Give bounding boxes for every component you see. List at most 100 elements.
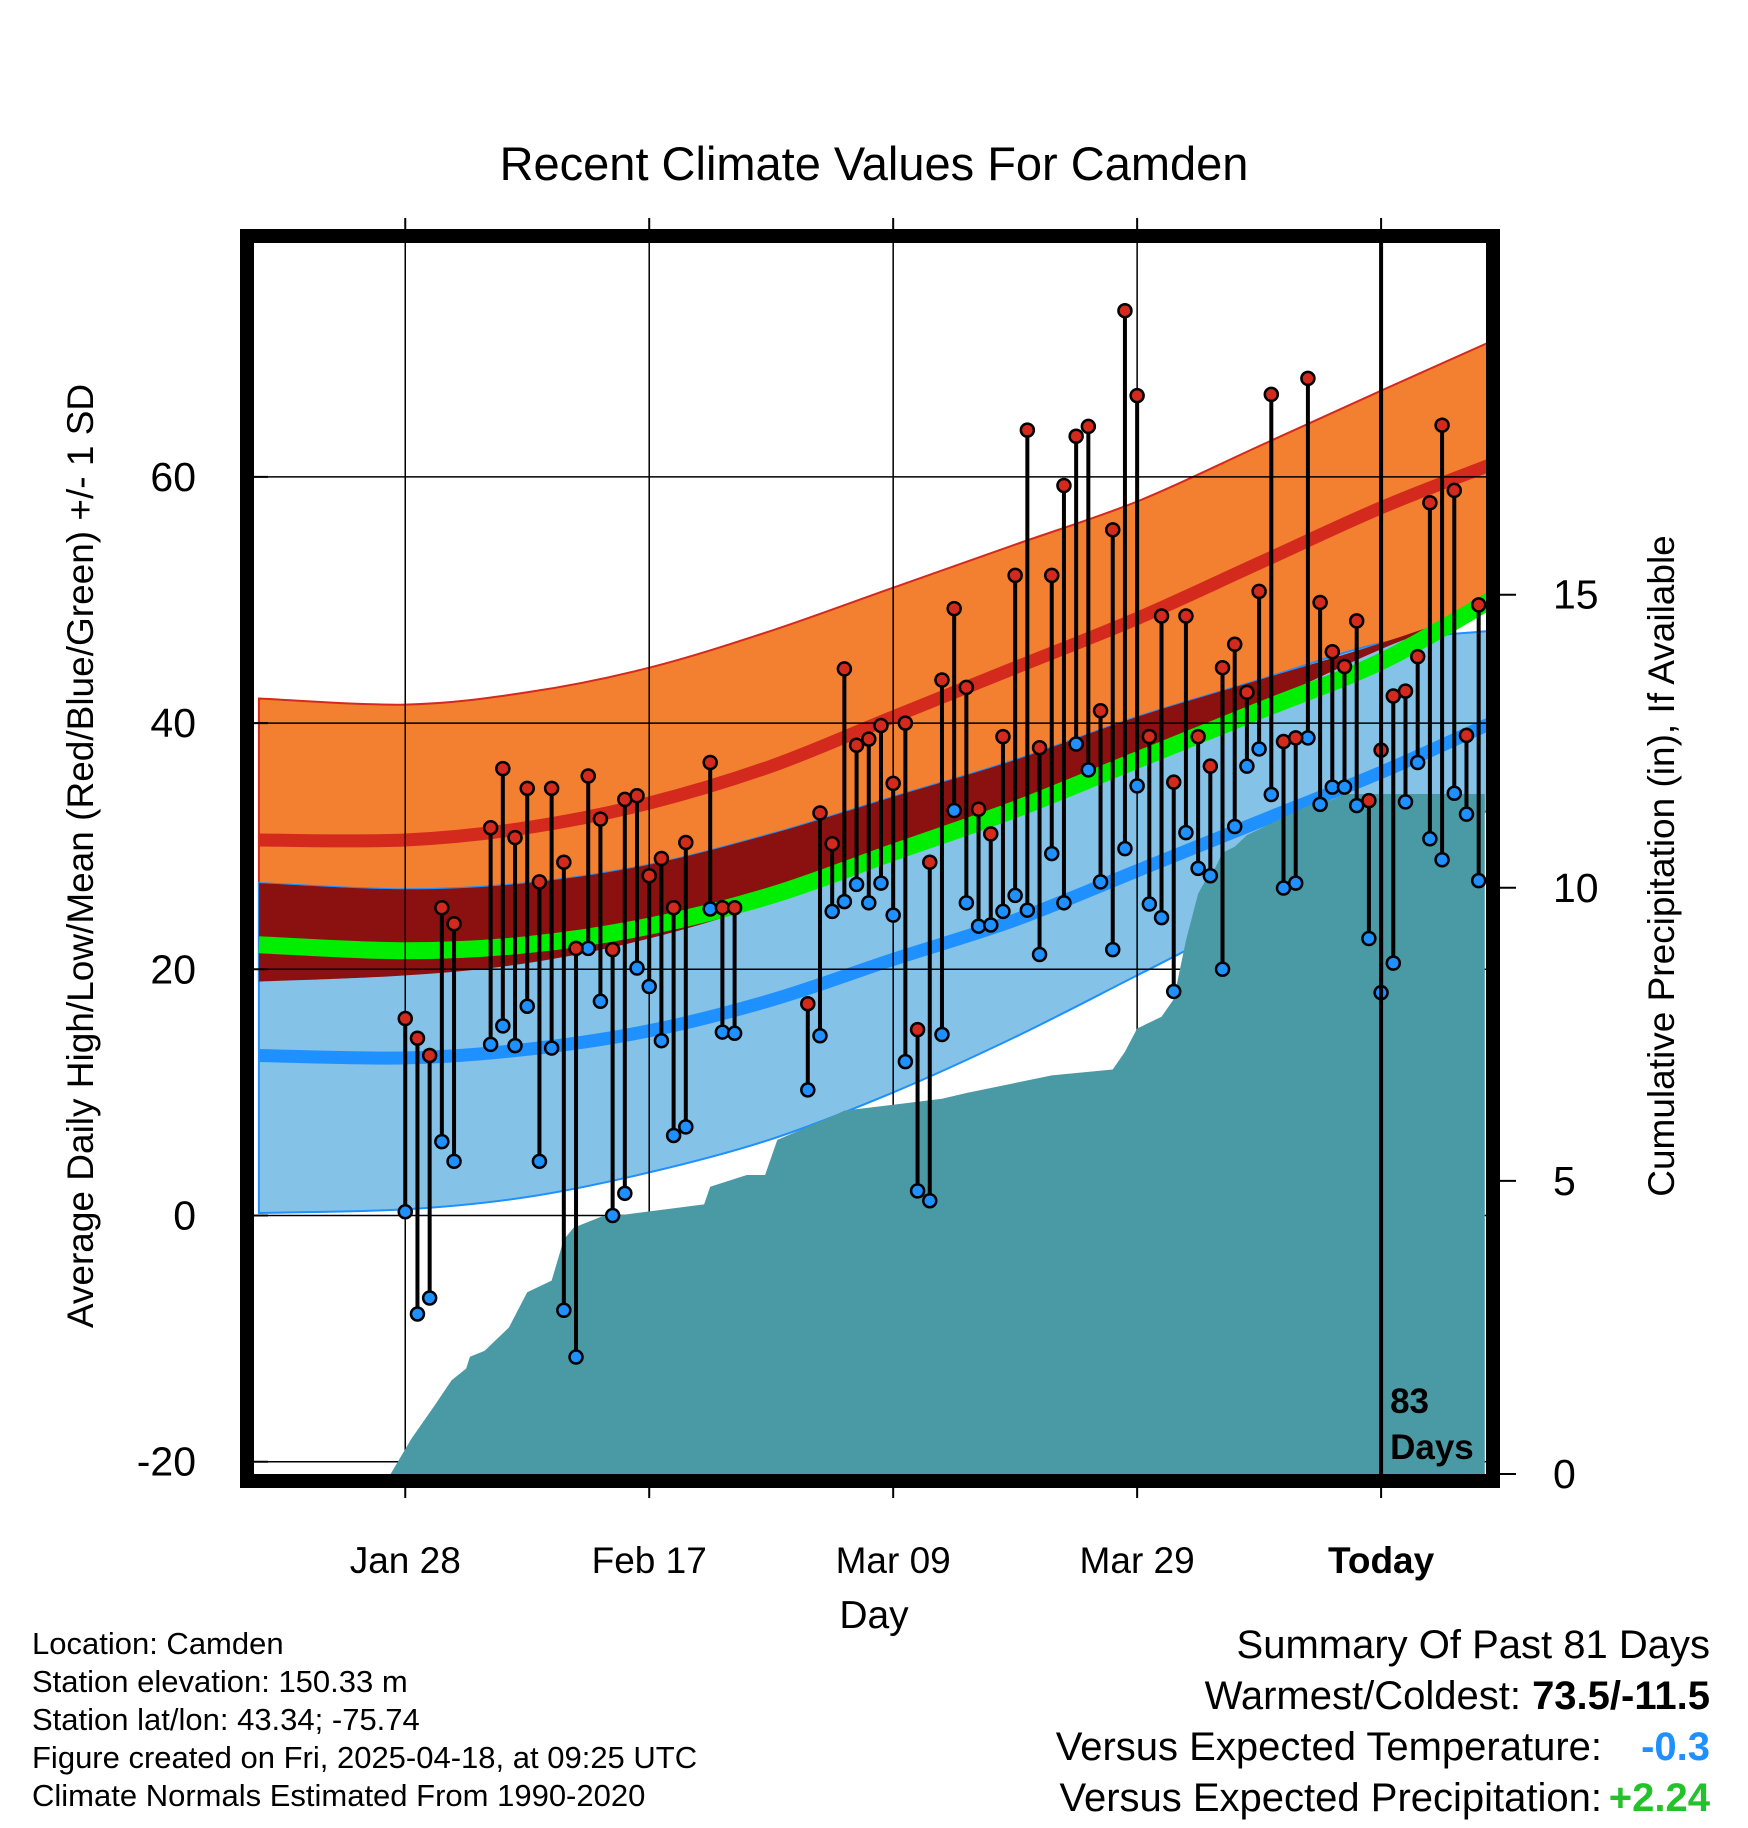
daily-high-point <box>836 661 853 677</box>
daily-high-point <box>1165 774 1182 790</box>
daily-high-point <box>1153 608 1170 624</box>
daily-high-point <box>397 1010 414 1027</box>
daily-low-point <box>409 1306 426 1322</box>
station-info: Location: Camden Station elevation: 150.… <box>32 1625 697 1815</box>
daily-low-point <box>861 895 877 911</box>
y2-tick-label: 5 <box>1553 1158 1576 1204</box>
daily-high-point <box>543 780 560 797</box>
temp-anomaly-label: Versus Expected Temperature: <box>1055 1725 1602 1769</box>
daily-low-point <box>1458 806 1475 822</box>
daily-low-point <box>824 903 840 920</box>
daily-low-point <box>531 1153 548 1170</box>
daily-low-point <box>1409 754 1426 771</box>
daily-high-point <box>1129 387 1145 404</box>
chart-title: Recent Climate Values For Camden <box>500 137 1249 190</box>
daily-high-point <box>604 941 621 958</box>
daily-low-point <box>922 1192 938 1209</box>
daily-low-point <box>1251 741 1267 757</box>
daily-low-point <box>1287 875 1304 891</box>
daily-low-point <box>1446 785 1463 802</box>
daily-high-point <box>1019 422 1036 438</box>
daily-low-point <box>1312 796 1328 813</box>
temp-anomaly-value: -0.3 <box>1641 1725 1710 1769</box>
daily-high-point <box>1092 703 1109 719</box>
daily-high-point <box>1361 792 1377 809</box>
warmest-coldest-row: Warmest/Coldest: 73.5/-11.5 <box>1056 1671 1710 1722</box>
daily-high-point <box>641 867 657 884</box>
daily-high-point <box>1080 418 1097 435</box>
daily-high-point <box>592 811 609 827</box>
plot-frame <box>240 229 1500 1488</box>
daily-high-point <box>1214 659 1231 676</box>
x-axis-label: Day <box>839 1594 909 1637</box>
daily-high-point <box>434 899 450 916</box>
daily-low-point <box>1129 778 1145 794</box>
daily-low-point <box>604 1207 621 1224</box>
daily-low-point <box>1214 961 1231 978</box>
daily-high-point <box>653 850 670 867</box>
daily-high-point <box>848 737 865 753</box>
daily-low-point <box>946 802 962 819</box>
daily-low-point <box>812 1028 828 1044</box>
daily-high-point <box>1178 608 1194 624</box>
daily-high-point <box>1300 370 1316 387</box>
daily-low-point <box>397 1204 414 1220</box>
precip-anomaly-row: Versus Expected Precipitation: +2.24 <box>1056 1773 1710 1824</box>
daily-high-point <box>1226 636 1243 653</box>
y-tick-label: 0 <box>173 1192 196 1238</box>
x-tick-label: Mar 29 <box>1080 1540 1195 1581</box>
daily-high-point <box>861 731 877 747</box>
days-word-label: Days <box>1390 1428 1474 1467</box>
daily-low-point <box>1361 930 1377 947</box>
daily-low-point <box>1141 896 1158 912</box>
daily-high-point <box>1397 683 1414 699</box>
daily-high-point <box>1348 613 1365 629</box>
daily-high-point <box>1409 648 1426 665</box>
daily-low-point <box>556 1302 572 1319</box>
daily-low-point <box>1153 909 1170 926</box>
created-text: Figure created on Fri, 2025-04-18, at 09… <box>32 1740 698 1775</box>
elevation-text: Station elevation: 150.33 m <box>32 1664 408 1699</box>
daily-high-point <box>1056 477 1072 494</box>
plot-area: 83 Days <box>254 243 1486 1474</box>
x-tick-label: Today <box>1328 1540 1435 1581</box>
daily-low-point <box>836 893 853 910</box>
daily-low-point <box>958 895 975 911</box>
daily-high-point <box>1458 727 1475 744</box>
daily-high-point <box>446 915 462 932</box>
daily-low-point <box>519 998 535 1014</box>
axes: -20 0 20 40 60 0 5 10 15 Jan 28 Feb 17 Mar 09 Mar 29… <box>137 218 1599 1581</box>
daily-low-point <box>800 1082 816 1098</box>
daily-high-point <box>1104 522 1121 538</box>
precip-anomaly-label: Versus Expected Precipitation: <box>1059 1776 1602 1820</box>
daily-high-point <box>1239 684 1255 701</box>
days-count-label: 83 <box>1390 1382 1429 1421</box>
daily-low-point <box>1422 831 1438 847</box>
warmest-coldest-label: Warmest/Coldest: <box>1204 1674 1533 1718</box>
daily-low-point <box>1397 794 1414 810</box>
daily-high-point <box>897 715 914 731</box>
daily-high-point <box>1336 658 1353 675</box>
daily-low-point <box>665 1127 682 1144</box>
daily-low-point <box>1068 736 1084 752</box>
daily-high-point <box>726 899 743 916</box>
daily-high-point <box>1190 728 1206 745</box>
daily-high-point <box>531 874 548 890</box>
daily-high-point <box>1446 482 1463 499</box>
daily-high-point <box>556 854 572 870</box>
daily-low-point <box>1031 946 1048 963</box>
daily-low-point <box>446 1153 462 1170</box>
daily-low-point <box>1044 845 1060 862</box>
location-text: Location: Camden <box>32 1626 284 1661</box>
daily-high-point <box>1141 728 1158 745</box>
daily-low-point <box>568 1349 584 1365</box>
daily-low-point <box>726 1025 743 1042</box>
daily-low-point <box>1190 860 1206 877</box>
daily-low-point <box>592 993 609 1010</box>
daily-high-point <box>1470 597 1486 613</box>
daily-high-point <box>1031 739 1048 756</box>
warmest-coldest-value: 73.5/-11.5 <box>1532 1674 1710 1718</box>
precip-area <box>390 794 1485 1474</box>
daily-high-point <box>946 600 962 617</box>
daily-high-point <box>1044 567 1060 584</box>
